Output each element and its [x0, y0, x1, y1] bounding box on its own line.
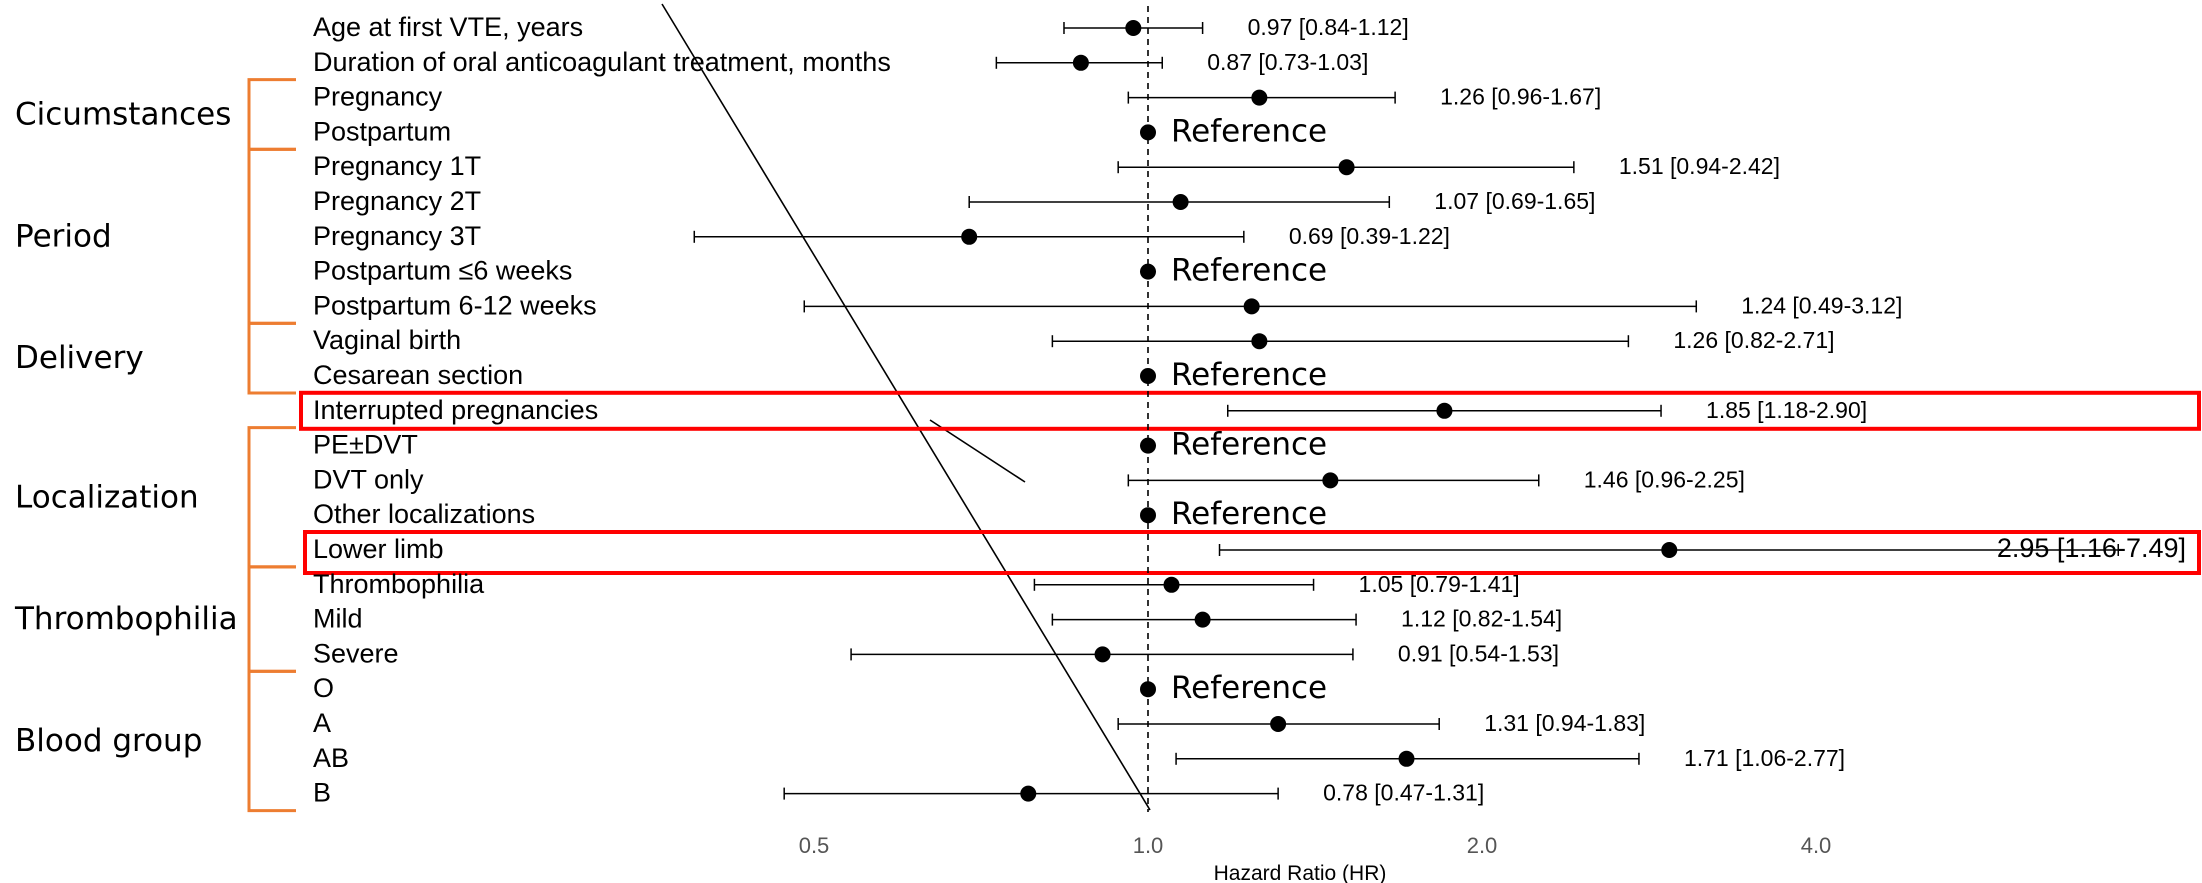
- row-label-b: B: [313, 778, 331, 808]
- bracket-delivery: [247, 321, 296, 395]
- value-label-age-at-first-vte-years: 0.97 [0.84-1.12]: [1248, 14, 1409, 40]
- row-label-pregnancy-1t: Pregnancy 1T: [313, 151, 481, 181]
- value-label-vaginal-birth: 1.26 [0.82-2.71]: [1673, 327, 1834, 353]
- point-estimate-lower-limb: [1661, 542, 1678, 558]
- row-label-other-localizations: Other localizations: [313, 499, 535, 529]
- point-estimate-o: [1140, 681, 1156, 698]
- point-estimate-duration-of-oral-anticoagulant-treatment-months: [1072, 54, 1089, 71]
- point-estimate-b: [1020, 785, 1037, 802]
- point-estimate-pregnancy-3t: [961, 228, 978, 245]
- point-estimate-pregnancy-2t: [1172, 194, 1189, 210]
- bracket-blood-group: [247, 669, 296, 813]
- bracket-cicumstances: [247, 78, 296, 151]
- highlight-boxes: [299, 390, 2201, 575]
- point-estimate-mild: [1194, 611, 1211, 628]
- row-label-thrombophilia: Thrombophilia: [313, 569, 485, 599]
- row-label-vaginal-birth: Vaginal birth: [313, 325, 461, 355]
- value-label-lower-limb: 2.95 [1.16-7.49]: [1997, 533, 2186, 563]
- point-estimate-interrupted-pregnancies: [1436, 402, 1453, 419]
- group-label-delivery: Delivery: [15, 340, 144, 376]
- reference-label-cesarean-section: Reference: [1171, 357, 1327, 393]
- point-estimate-postpartum: [1140, 124, 1156, 141]
- row-label-pregnancy: Pregnancy: [313, 82, 443, 112]
- value-label-pregnancy-1t: 1.51 [0.94-2.42]: [1619, 153, 1780, 179]
- x-axis: Hazard Ratio (HR) 0.5 1.0 2.0 4.0: [799, 6, 1832, 883]
- point-estimate-other-localizations: [1140, 507, 1156, 524]
- reference-label-postpartum-6-weeks: Reference: [1171, 253, 1327, 289]
- value-label-mild: 1.12 [0.82-1.54]: [1401, 606, 1562, 632]
- row-label-mild: Mild: [313, 604, 363, 634]
- point-estimate-vaginal-birth: [1251, 333, 1268, 350]
- group-label-localization: Localization: [15, 479, 199, 515]
- row-label-severe: Severe: [313, 638, 399, 668]
- x-tick-4-0: 4.0: [1801, 833, 1832, 858]
- point-estimate-postpartum-6-weeks: [1140, 263, 1156, 280]
- row-label-interrupted-pregnancies: Interrupted pregnancies: [313, 395, 598, 425]
- point-estimate-cesarean-section: [1140, 368, 1156, 384]
- row-label-cesarean-section: Cesarean section: [313, 360, 523, 390]
- point-estimate-pregnancy-1t: [1338, 159, 1355, 176]
- row-label-dvt-only: DVT only: [313, 464, 424, 494]
- highlight-box-lower-limb: [303, 530, 2201, 575]
- bracket-period: [247, 147, 296, 325]
- row-label-o: O: [313, 673, 334, 703]
- row-labels: Age at first VTE, years Duration of oral …: [313, 12, 891, 808]
- point-estimate-age-at-first-vte-years: [1125, 20, 1142, 36]
- point-estimate-dvt-only: [1322, 472, 1339, 489]
- row-label-postpartum-6-12-weeks: Postpartum 6-12 weeks: [313, 290, 597, 320]
- row-label-a: A: [313, 708, 331, 738]
- reference-label-other-localizations: Reference: [1171, 496, 1327, 532]
- value-label-b: 0.78 [0.47-1.31]: [1323, 780, 1484, 806]
- point-estimate-postpartum-6-12-weeks: [1243, 298, 1260, 315]
- bracket-thrombophilia: [247, 565, 296, 673]
- row-label-lower-limb: Lower limb: [313, 534, 444, 564]
- value-label-thrombophilia: 1.05 [0.79-1.41]: [1359, 571, 1520, 597]
- group-label-period: Period: [15, 218, 112, 254]
- point-estimate-pe-dvt: [1140, 437, 1156, 454]
- point-estimate-pregnancy: [1251, 89, 1268, 106]
- reference-label-postpartum: Reference: [1171, 113, 1327, 149]
- value-label-duration-of-oral-anticoagulant-treatment-months: 0.87 [0.73-1.03]: [1207, 49, 1368, 75]
- group-brackets: Cicumstances Period Delivery Localization Th…: [14, 78, 296, 813]
- value-label-interrupted-pregnancies: 1.85 [1.18-2.90]: [1706, 397, 1867, 423]
- value-label-a: 1.31 [0.94-1.83]: [1484, 710, 1645, 736]
- x-tick-2-0: 2.0: [1467, 833, 1498, 858]
- value-label-severe: 0.91 [0.54-1.53]: [1398, 640, 1559, 666]
- value-label-dvt-only: 1.46 [0.96-2.25]: [1584, 466, 1745, 492]
- group-label-thrombophilia: Thrombophilia: [14, 601, 238, 637]
- value-label-postpartum-6-12-weeks: 1.24 [0.49-3.12]: [1741, 292, 1902, 318]
- row-label-pregnancy-2t: Pregnancy 2T: [313, 186, 481, 216]
- row-label-duration-of-oral-anticoagulant-treatment-months: Duration of oral anticoagulant treatment…: [313, 47, 891, 77]
- x-axis-label: Hazard Ratio (HR): [1214, 862, 1387, 883]
- point-estimate-thrombophilia: [1163, 576, 1180, 593]
- diagonal-overlay-lines: [661, 3, 1151, 811]
- row-label-pe-dvt: PE±DVT: [313, 430, 418, 460]
- reference-label-o: Reference: [1171, 670, 1327, 706]
- point-estimate-ab: [1398, 750, 1415, 767]
- group-label-cicumstances: Cicumstances: [15, 97, 231, 133]
- value-label-pregnancy-2t: 1.07 [0.69-1.65]: [1434, 188, 1595, 214]
- bracket-localization: [247, 426, 296, 569]
- point-estimate-a: [1270, 716, 1287, 732]
- x-tick-0-5: 0.5: [799, 833, 830, 858]
- group-label-blood-group: Blood group: [15, 723, 202, 759]
- row-label-ab: AB: [313, 743, 349, 773]
- highlight-box-interrupted-pregnancies: [299, 390, 2201, 431]
- row-label-age-at-first-vte-years: Age at first VTE, years: [313, 12, 583, 42]
- reference-label-pe-dvt: Reference: [1171, 427, 1327, 463]
- value-labels: 0.97 [0.84-1.12] 0.87 [0.73-1.03] 1.26 [0.…: [1171, 14, 2186, 806]
- row-label-pregnancy-3t: Pregnancy 3T: [313, 221, 481, 251]
- point-estimate-severe: [1094, 646, 1111, 663]
- row-label-postpartum: Postpartum: [313, 116, 451, 146]
- value-label-pregnancy: 1.26 [0.96-1.67]: [1440, 84, 1601, 110]
- value-label-ab: 1.71 [1.06-2.77]: [1684, 745, 1845, 771]
- diagonal-line-long: [661, 3, 1151, 811]
- x-tick-1-0: 1.0: [1133, 833, 1164, 858]
- row-label-postpartum-6-weeks: Postpartum ≤6 weeks: [313, 256, 572, 286]
- value-label-pregnancy-3t: 0.69 [0.39-1.22]: [1289, 223, 1450, 249]
- point-estimates: [961, 20, 1678, 802]
